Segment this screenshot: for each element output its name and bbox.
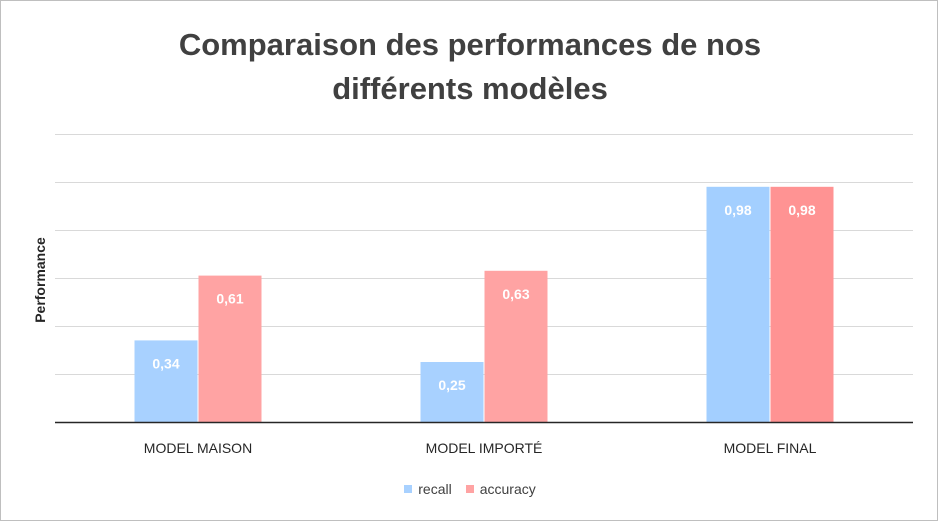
bars [134,186,834,422]
category-label-0: MODEL MAISON [144,440,252,456]
bar-recall-1 [420,362,484,422]
chart-title-line-1: Comparaison des performances de nos [178,27,762,62]
legend-swatch-accuracy [465,485,474,493]
bar-recall-2 [706,186,770,422]
data-label-recall-0: 0,34 [152,355,179,371]
data-label-accuracy-0: 0,61 [216,291,243,307]
y-axis-label: Performance [32,237,48,323]
axes: MODEL MAISON MODEL IMPORTÉ MODEL FINAL [55,421,913,456]
data-label-accuracy-1: 0,63 [502,286,529,302]
gridlines [55,134,913,375]
bar-accuracy-1 [484,270,548,422]
chart-title-line-2: différents modèles [332,71,608,106]
data-label-recall-2: 0,98 [724,202,751,218]
category-label-1: MODEL IMPORTÉ [426,440,543,456]
legend-swatch-recall [404,485,413,493]
category-label-2: MODEL FINAL [724,440,817,456]
chart-legend: recall accuracy [380,474,560,504]
legend-label-accuracy: accuracy [479,481,536,497]
legend-item-accuracy: accuracy [465,481,536,497]
legend-item-recall: recall [404,481,452,497]
data-label-recall-1: 0,25 [438,377,465,393]
chart-title: Comparaison des performances de nos diff… [1,23,938,111]
bar-accuracy-2 [770,186,834,422]
bar-accuracy-0 [198,275,262,422]
legend-label-recall: recall [418,481,452,497]
data-label-accuracy-2: 0,98 [788,202,815,218]
data-labels: 0,34 0,61 0,25 0,63 0,98 0,98 [152,202,815,393]
bar-recall-0 [134,340,198,422]
